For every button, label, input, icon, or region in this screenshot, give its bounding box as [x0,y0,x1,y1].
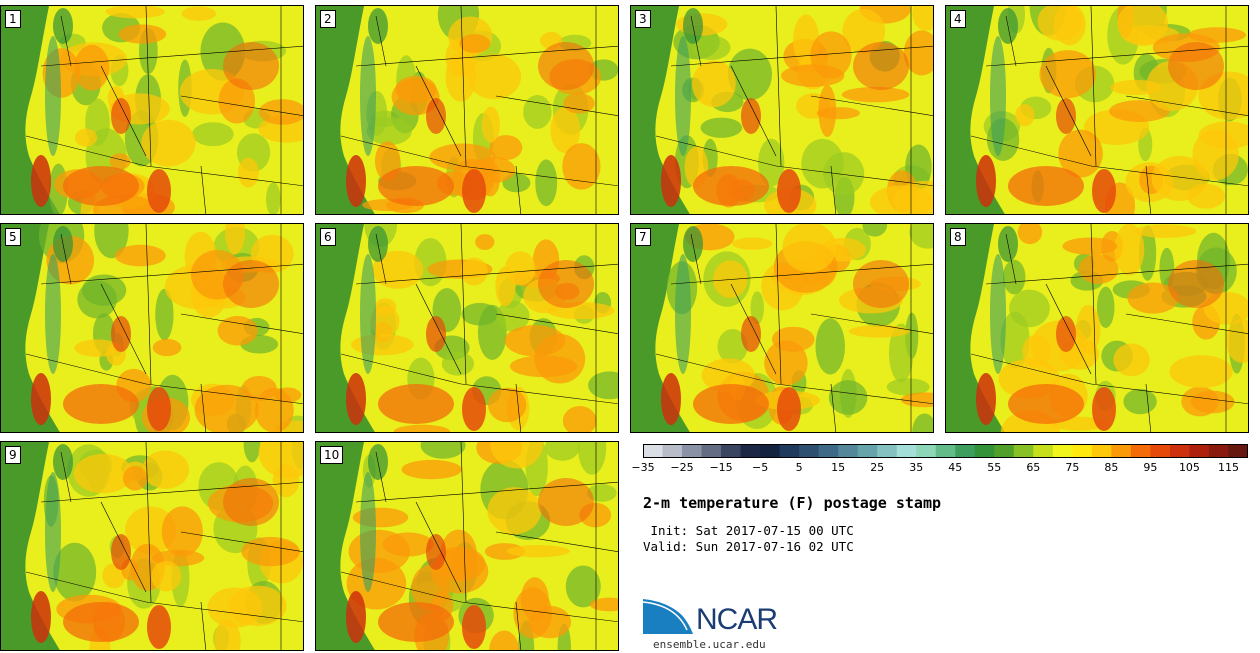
stamp-number-label: 10 [320,446,344,464]
colorbar-bin [1052,444,1073,458]
temperature-map [1,6,303,214]
colorbar-tick-label: −5 [751,461,769,474]
stamp-number-label: 7 [635,228,651,246]
colorbar-tick-label: 45 [948,461,963,474]
stamp-panel-4: 4 [945,5,1249,215]
colorbar-bin [760,444,781,458]
colorbar-bin [682,444,703,458]
temperature-map [946,6,1248,214]
ensemble-url[interactable]: ensemble.ucar.edu [653,638,766,651]
stamp-number-label: 6 [320,228,336,246]
colorbar-tick-label: 115 [1217,461,1239,474]
colorbar-tick-label: 95 [1143,461,1158,474]
stamp-panel-2: 2 [315,5,619,215]
colorbar-tick-label: 85 [1104,461,1119,474]
colorbar-bin [818,444,839,458]
colorbar-tick-label: 15 [831,461,846,474]
stamp-panel-8: 8 [945,223,1249,433]
colorbar-bin [1189,444,1210,458]
colorbar-bin [994,444,1015,458]
stamp-number-label: 8 [950,228,966,246]
stamp-panel-5: 5 [0,223,304,433]
colorbar-tick-label: −15 [709,461,733,474]
colorbar-tick-label: 105 [1178,461,1200,474]
ncar-logo-icon [643,597,693,634]
temperature-map [1,224,303,432]
colorbar-tick-label: 75 [1065,461,1080,474]
stamp-panel-3: 3 [630,5,934,215]
temperature-colorbar [643,444,1248,458]
colorbar-bin [1130,444,1151,458]
temperature-map [631,224,933,432]
colorbar-bin [955,444,976,458]
colorbar-tick-label: −25 [670,461,694,474]
stamp-panel-10: 10 [315,441,619,651]
colorbar-tick-label: 25 [870,461,885,474]
colorbar-bin [1091,444,1112,458]
stamp-number-label: 2 [320,10,336,28]
colorbar-tick-label: 5 [795,461,803,474]
temperature-map [1,442,303,650]
colorbar-bin [721,444,742,458]
colorbar-bin [799,444,820,458]
valid-time: Valid: Sun 2017-07-16 02 UTC [643,539,854,554]
colorbar-bin [896,444,917,458]
stamp-panel-6: 6 [315,223,619,433]
colorbar-bin [857,444,878,458]
colorbar-bin [1169,444,1190,458]
init-time: Init: Sat 2017-07-15 00 UTC [643,523,854,538]
colorbar-bin [1228,444,1248,458]
colorbar-bin [916,444,937,458]
temperature-map [631,6,933,214]
colorbar-bin [740,444,761,458]
colorbar-tick-label: 55 [987,461,1002,474]
colorbar-bin [662,444,683,458]
colorbar-bin [838,444,859,458]
colorbar-bin [1013,444,1034,458]
colorbar-bin [877,444,898,458]
colorbar-bin [974,444,995,458]
colorbar-tick-label: 35 [909,461,924,474]
colorbar-bin [1111,444,1132,458]
colorbar-tick-label: −35 [631,461,655,474]
stamp-panel-1: 1 [0,5,304,215]
stamp-number-label: 5 [5,228,21,246]
colorbar-bin [701,444,722,458]
stamp-number-label: 3 [635,10,651,28]
colorbar-bin [643,444,664,458]
colorbar-bin [1072,444,1093,458]
colorbar-tick-label: 65 [1026,461,1041,474]
colorbar-bin [1208,444,1229,458]
stamp-number-label: 1 [5,10,21,28]
stamp-number-label: 9 [5,446,21,464]
temperature-map [316,442,618,650]
temperature-map [316,224,618,432]
stamp-panel-9: 9 [0,441,304,651]
stamp-panel-7: 7 [630,223,934,433]
temperature-map [316,6,618,214]
colorbar-bin [935,444,956,458]
temperature-map [946,224,1248,432]
ncar-logo-text: NCAR [696,603,778,636]
chart-title: 2-m temperature (F) postage stamp [643,494,942,512]
colorbar-bin [1033,444,1054,458]
colorbar-bin [1150,444,1171,458]
colorbar-bin [779,444,800,458]
stamp-number-label: 4 [950,10,966,28]
